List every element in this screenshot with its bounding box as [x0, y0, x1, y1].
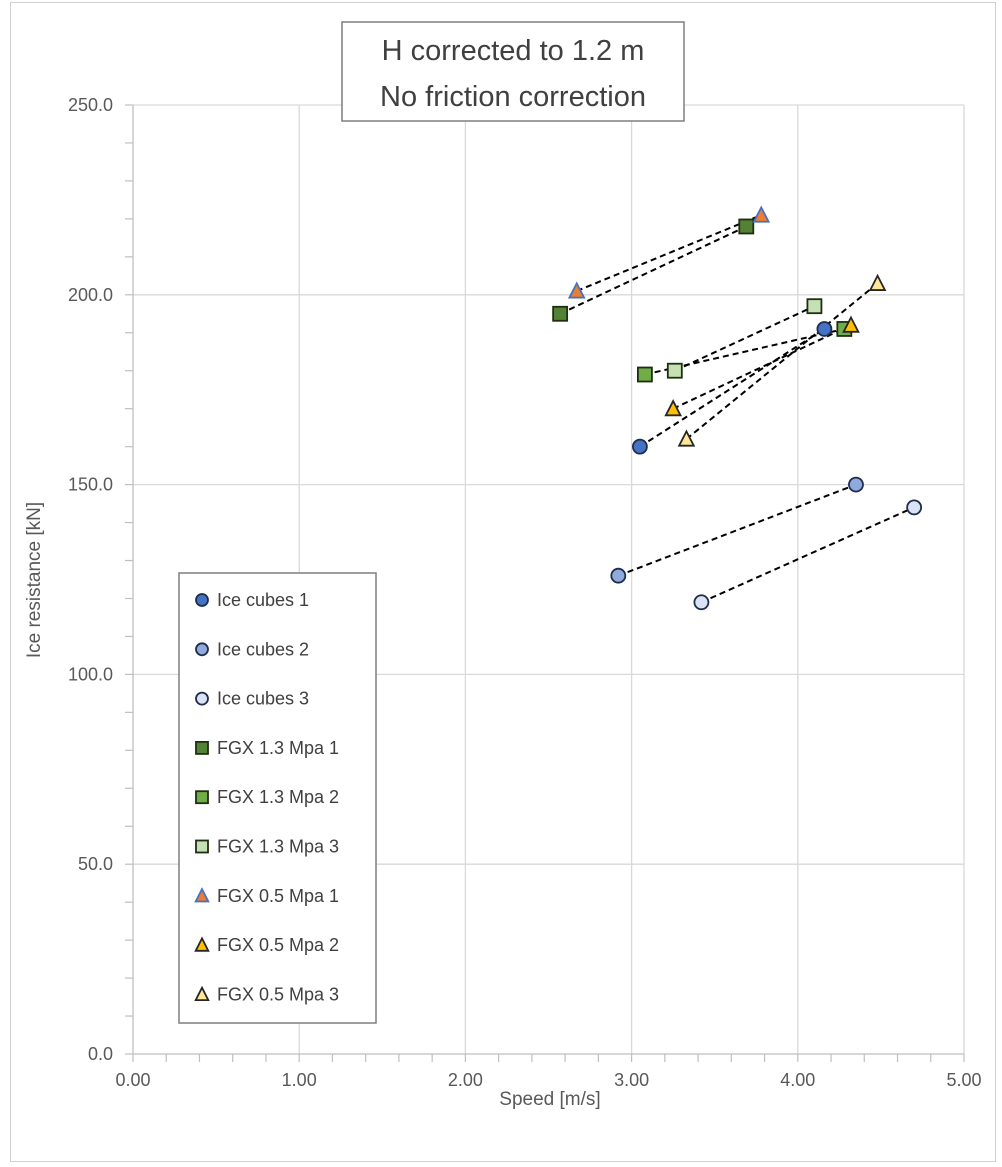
x-tick-label: 4.00 [780, 1070, 815, 1090]
y-tick-label: 150.0 [68, 475, 113, 495]
y-tick-label: 50.0 [78, 854, 113, 874]
legend-marker-series-6 [195, 839, 209, 854]
legend-marker-series-1 [195, 593, 209, 607]
legend-marker-series-5 [195, 790, 209, 805]
data-point-series-9 [677, 429, 696, 447]
legend-label: Ice cubes 3 [217, 689, 309, 709]
data-point-series-2 [848, 476, 864, 493]
legend-marker-series-9 [194, 985, 210, 1001]
data-point-series-8 [664, 399, 682, 417]
legend-label: FGX 0.5 Mpa 3 [217, 984, 339, 1004]
trend-line-series-6 [674, 305, 815, 372]
trend-line-series-4 [559, 225, 747, 315]
trend-line-series-1 [639, 328, 825, 448]
data-point-series-1 [632, 438, 648, 455]
x-tick-label: 2.00 [448, 1070, 483, 1090]
data-point-series-5 [636, 366, 653, 383]
x-tick-label: 1.00 [282, 1070, 317, 1090]
data-point-series-3 [906, 499, 923, 516]
data-point-series-7 [752, 205, 771, 223]
trend-line-series-2 [617, 483, 857, 577]
data-point-series-2 [610, 567, 627, 584]
chart-title-box: H corrected to 1.2 m No friction correct… [341, 21, 685, 122]
data-point-series-4 [738, 218, 755, 235]
trend-line-series-7 [576, 214, 762, 292]
y-tick-label: 200.0 [68, 285, 113, 305]
data-point-series-9 [868, 273, 887, 291]
legend-label: FGX 1.3 Mpa 3 [217, 837, 339, 857]
y-tick-label: 100.0 [68, 664, 113, 684]
x-axis-title: Speed [m/s] [499, 1089, 600, 1110]
legend-label: FGX 0.5 Mpa 1 [217, 886, 339, 906]
tick-labels: 0.00 1.00 2.00 3.00 4.00 5.00 0.0 50.0 100.0 150.… [68, 95, 982, 1090]
data-point-series-6 [666, 362, 683, 379]
legend-label: FGX 1.3 Mpa 1 [217, 738, 339, 758]
trend-line-series-3 [700, 506, 915, 604]
data-point-series-1 [816, 321, 833, 337]
legend-label: Ice cubes 1 [217, 590, 309, 610]
y-tick-label: 0.0 [88, 1044, 113, 1064]
legend-label: FGX 0.5 Mpa 2 [217, 935, 339, 955]
data-point-series-7 [567, 281, 586, 299]
trend-lines [559, 214, 915, 604]
legend-box [178, 572, 377, 1024]
x-tick-label: 5.00 [946, 1070, 981, 1090]
x-tick-label: 3.00 [614, 1070, 649, 1090]
data-point-series-4 [552, 305, 569, 322]
chart-title-line-2: No friction correction [380, 81, 646, 113]
trend-line-series-9 [685, 282, 879, 440]
data-point-series-3 [693, 594, 710, 611]
legend-marker-series-7 [194, 887, 210, 903]
legend-label: Ice cubes 2 [217, 639, 309, 659]
legend-marker-series-4 [195, 741, 209, 755]
legend-marker-series-3 [195, 691, 209, 706]
legend: Ice cubes 1 Ice cubes 2 Ice cubes 3 FGX 1.3… [178, 572, 377, 1024]
chart-frame [10, 2, 996, 1162]
legend-label: FGX 1.3 Mpa 2 [217, 787, 339, 807]
y-axis-title: Ice resistance [kN] [24, 502, 45, 658]
x-tick-label: 0.00 [115, 1070, 150, 1090]
data-points [552, 205, 923, 611]
y-tick-label: 250.0 [68, 95, 113, 115]
legend-marker-series-8 [194, 936, 210, 952]
trend-line-series-8 [672, 324, 852, 410]
chart-title-line-1: H corrected to 1.2 m [382, 35, 645, 67]
data-point-series-8 [842, 315, 860, 333]
legend-marker-series-2 [195, 642, 209, 657]
axes [125, 104, 965, 1062]
data-point-series-6 [806, 298, 823, 315]
